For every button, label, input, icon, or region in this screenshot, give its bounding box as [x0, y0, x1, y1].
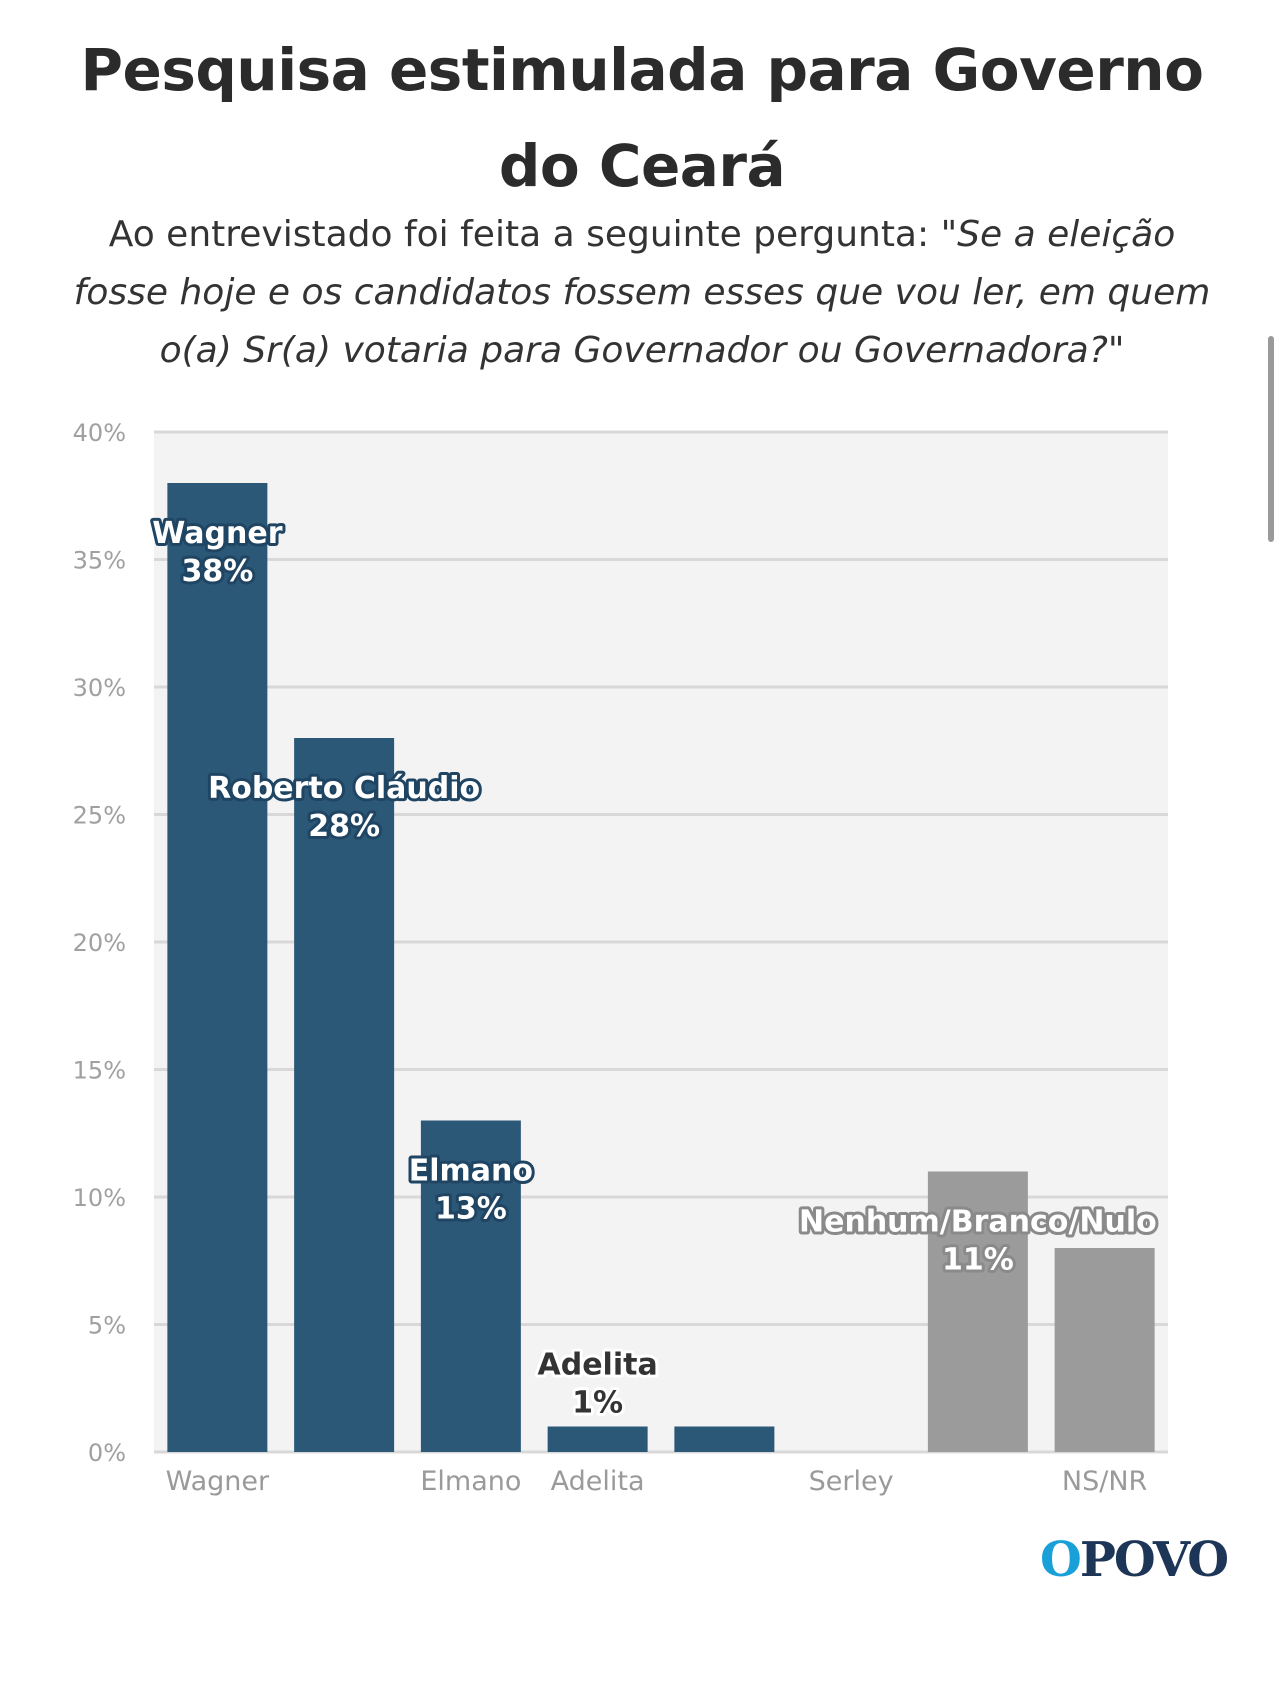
y-tick-label: 30%	[73, 674, 126, 702]
bar-chart: 0% 5% 10% 15% 20% 25% 30% 35% 40% Wagner Elmano Ade…	[73, 419, 1168, 1497]
y-tick-label: 0%	[88, 1439, 126, 1467]
y-tick-label: 15%	[73, 1057, 126, 1085]
x-tick-label: Adelita	[551, 1466, 645, 1497]
logo-rest: POVO	[1079, 1532, 1229, 1588]
data-label-value: 38%	[181, 554, 253, 589]
data-label-value: 28%	[308, 809, 380, 844]
x-tick-label: Elmano	[420, 1466, 521, 1497]
bar	[927, 1171, 1028, 1452]
data-label-name: Roberto Cláudio	[208, 771, 480, 806]
bar	[547, 1426, 648, 1452]
y-tick-label: 35%	[73, 547, 126, 575]
y-tick-label: 5%	[88, 1312, 126, 1340]
data-label-value: 11%	[942, 1243, 1014, 1278]
x-tick-label: Wagner	[166, 1466, 270, 1497]
subtitle-prefix: Ao entrevistado foi feita a seguinte per…	[108, 214, 941, 255]
data-label-name: Elmano	[409, 1154, 533, 1189]
data-label-value: 1%	[572, 1386, 623, 1421]
y-tick-label: 40%	[73, 419, 126, 447]
scrollbar[interactable]	[1268, 336, 1274, 542]
chart-title: Pesquisa estimulada para Governo do Cear…	[80, 36, 1204, 200]
data-label-name: Adelita	[538, 1348, 658, 1383]
y-tick-label: 10%	[73, 1184, 126, 1212]
y-tick-label: 25%	[73, 802, 126, 830]
subtitle-question: "Se a eleição fosse hoje e os candidatos…	[73, 214, 1211, 371]
bar	[1054, 1248, 1155, 1452]
bar	[167, 483, 268, 1452]
chart-subtitle: Ao entrevistado foi feita a seguinte per…	[70, 206, 1214, 380]
data-label-name: Wagner	[152, 516, 282, 551]
y-tick-label: 20%	[73, 929, 126, 957]
data-label-value: 13%	[435, 1192, 507, 1227]
bar	[674, 1426, 775, 1452]
opovo-logo: OPOVO	[1040, 1532, 1229, 1588]
bar	[420, 1120, 521, 1452]
bar	[294, 738, 395, 1452]
x-tick-label: Serley	[809, 1466, 894, 1497]
x-tick-label: NS/NR	[1062, 1466, 1147, 1497]
data-label-name: Nenhum/Branco/Nulo	[799, 1205, 1157, 1240]
logo-o: O	[1040, 1532, 1082, 1588]
